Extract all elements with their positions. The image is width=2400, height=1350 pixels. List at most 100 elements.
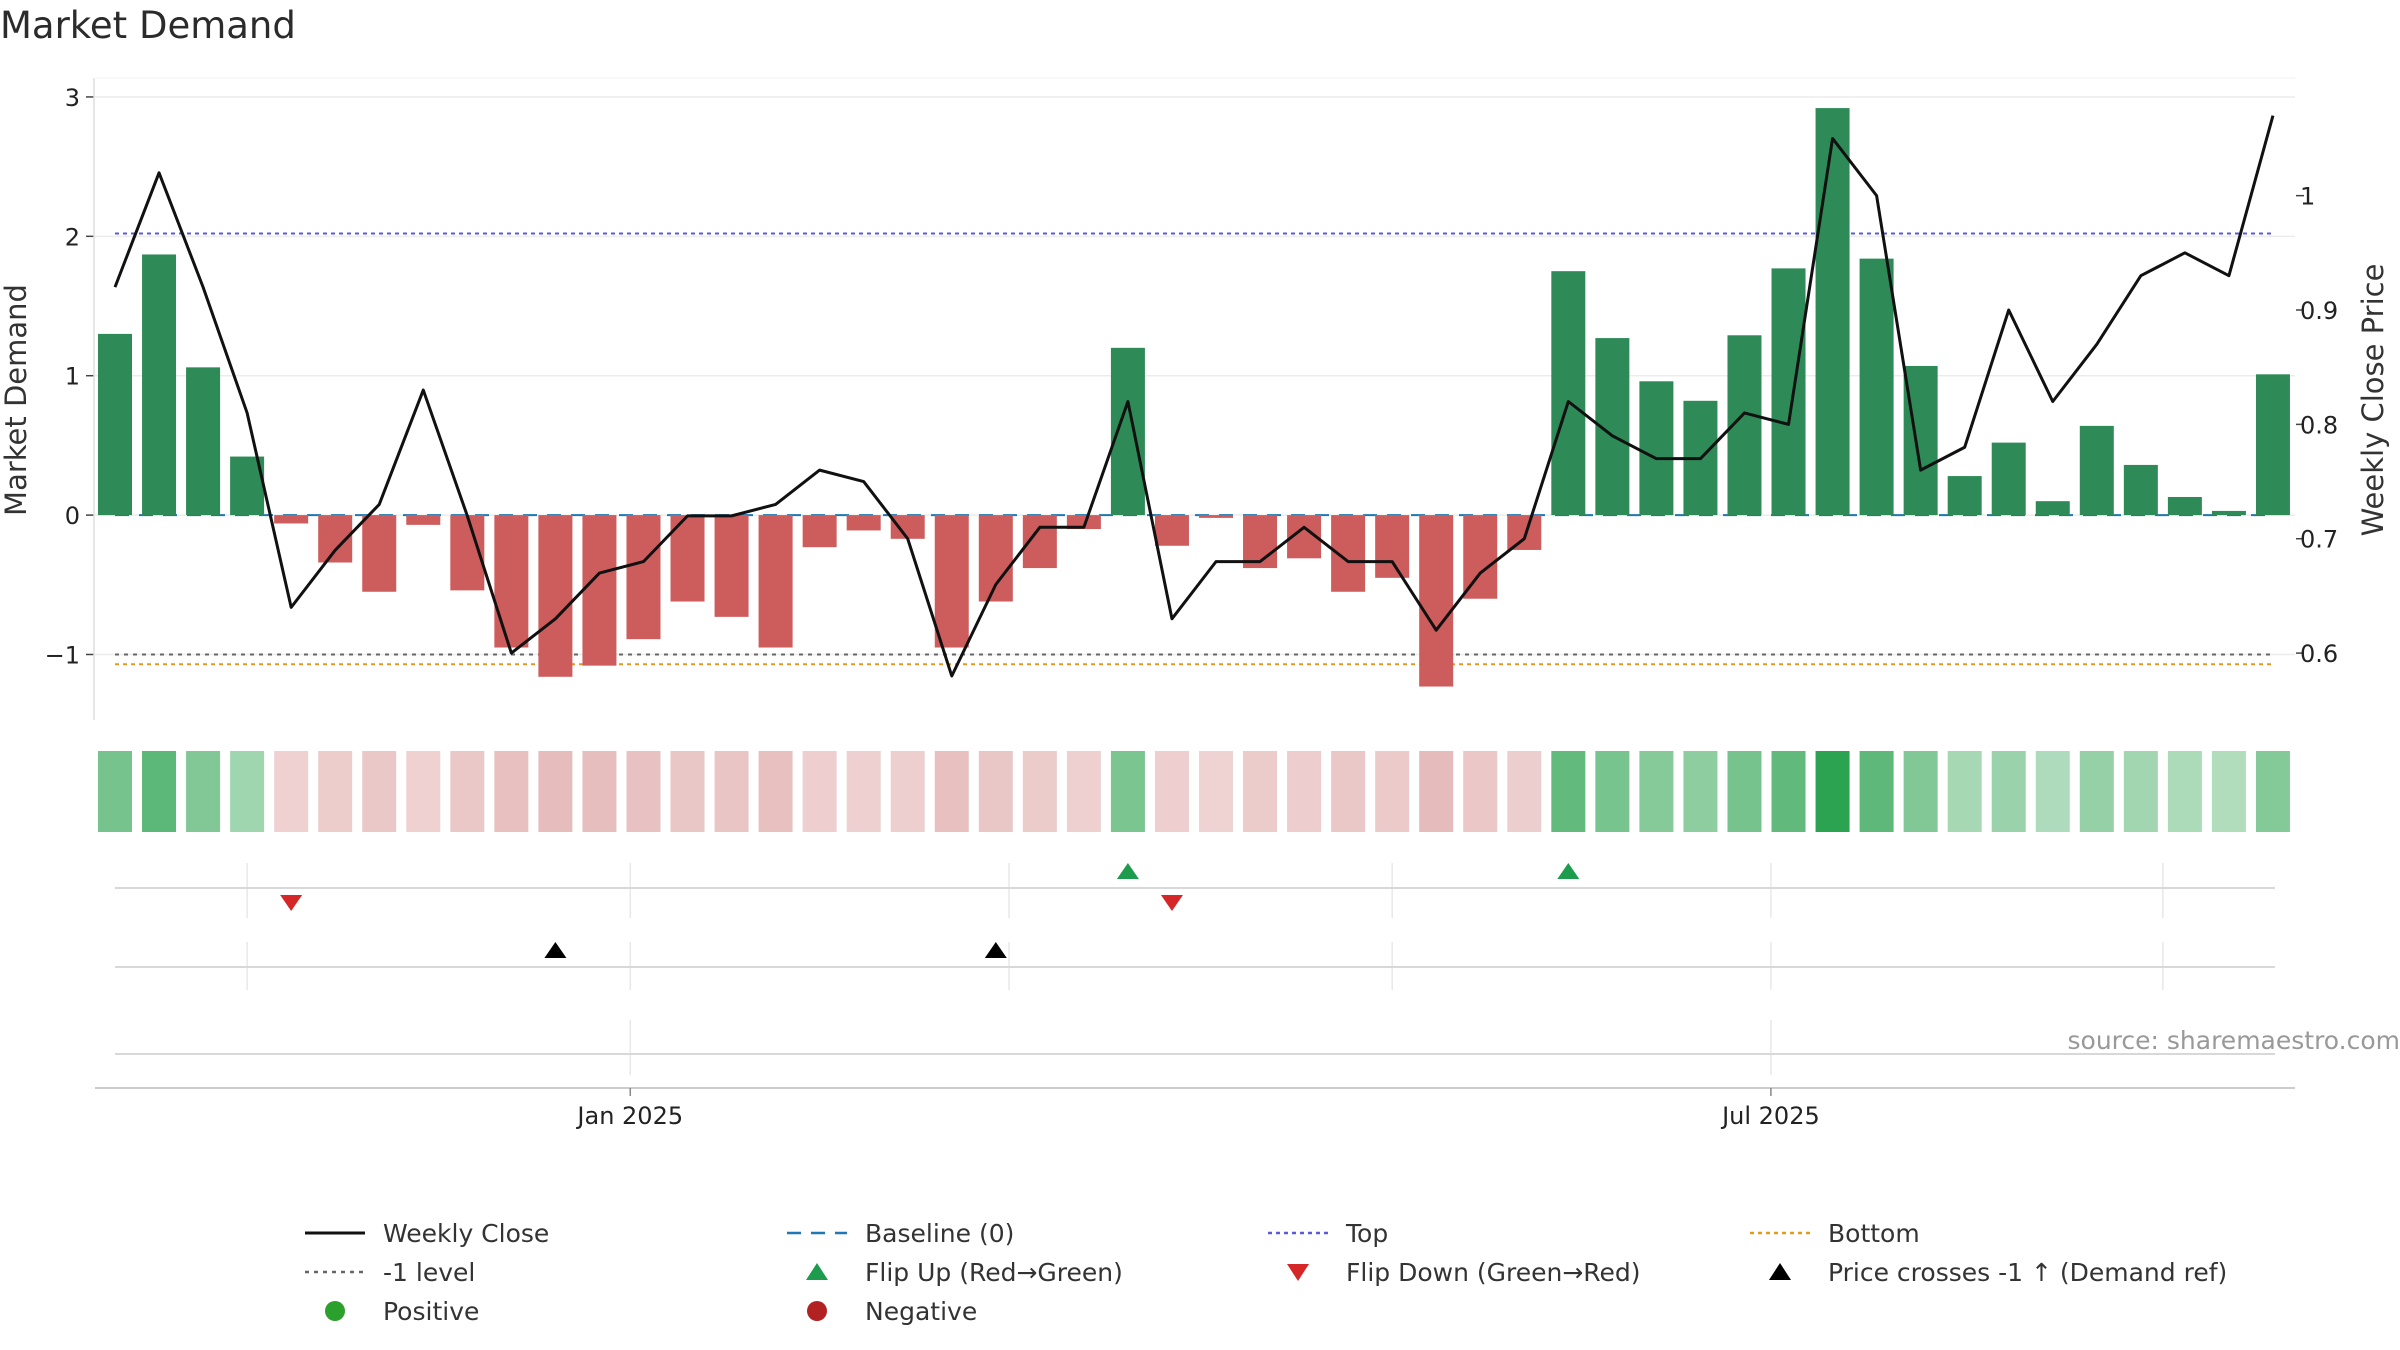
heat-cell (1199, 751, 1233, 832)
heat-cell (1243, 751, 1278, 832)
demand-bar (1419, 515, 1454, 687)
heat-cell (1771, 751, 1806, 832)
heat-cell (1110, 751, 1145, 832)
legend-label: Price crosses -1 ↑ (Demand ref) (1828, 1257, 2228, 1287)
demand-bar (2123, 464, 2158, 516)
demand-bar (1551, 271, 1586, 516)
demand-bar (142, 254, 177, 516)
heat-cell (538, 751, 573, 832)
legend-label: Top (1346, 1218, 1389, 1248)
demand-bar (1815, 108, 1850, 516)
legend-item: Flip Down (Green→Red) (1268, 1255, 1641, 1289)
demand-bar (98, 333, 132, 516)
heat-cell (1947, 751, 1982, 832)
demand-heatstrip (98, 751, 2290, 832)
legend-swatch (305, 1231, 365, 1235)
demand-bar (1463, 515, 1498, 599)
demand-bar (2211, 510, 2246, 516)
legend-label: Flip Up (Red→Green) (865, 1257, 1123, 1287)
flip-down-marker (1160, 895, 1183, 911)
heat-cell (1727, 751, 1762, 832)
right-tick-label: 0.7 (2300, 526, 2338, 554)
heat-cell (1022, 751, 1057, 832)
heat-cell (2123, 751, 2158, 832)
left-tick-label: 2 (65, 223, 80, 251)
legend-item: Flip Up (Red→Green) (787, 1255, 1123, 1289)
heat-cell (1815, 751, 1850, 832)
right-tick-label: 0.6 (2300, 640, 2338, 668)
legend-swatch (1769, 1263, 1791, 1280)
demand-bar (1199, 515, 1233, 518)
heat-cell (1419, 751, 1454, 832)
legend-label: Negative (865, 1296, 978, 1326)
heat-cell (758, 751, 793, 832)
legend-swatch (806, 1263, 828, 1280)
demand-bar (934, 515, 969, 648)
demand-bar (1375, 515, 1410, 578)
weekly-close-line (113, 115, 2275, 678)
heat-cell (142, 751, 177, 832)
heat-cell (802, 751, 837, 832)
legend-label: Bottom (1828, 1218, 1920, 1248)
demand-bar (1066, 515, 1101, 530)
reference-levels (115, 232, 2275, 666)
heat-cell (230, 751, 265, 832)
demand-bar (1243, 515, 1278, 569)
heat-cell (1639, 751, 1674, 832)
heat-cell (1903, 751, 1938, 832)
flip-down-marker (280, 895, 303, 911)
heat-cell (934, 751, 969, 832)
heat-cell (2211, 751, 2246, 832)
heat-cell (1463, 751, 1498, 832)
left-tick-label: 3 (65, 84, 80, 112)
demand-bar (274, 515, 309, 524)
gridlines (95, 96, 2295, 656)
legend-label: -1 level (383, 1257, 476, 1287)
heat-cell (1375, 751, 1410, 832)
price-cross-marker (984, 942, 1007, 958)
demand-bar (2079, 425, 2114, 516)
heat-cell (1287, 751, 1322, 832)
heat-cell (1331, 751, 1366, 832)
demand-bar (1154, 515, 1189, 546)
heat-cell (1683, 751, 1718, 832)
heat-cell (494, 751, 529, 832)
legend-label: Weekly Close (383, 1218, 550, 1248)
heat-cell (714, 751, 749, 832)
demand-bar (1507, 515, 1542, 550)
demand-bar (494, 515, 529, 648)
heat-cell (846, 751, 881, 832)
heat-cell (626, 751, 661, 832)
axes: −1 0 1 2 3 0.6 0.7 0.8 0.9 1 Market Demand Weekly C… (0, 77, 2390, 720)
close-line (113, 115, 2275, 678)
left-tick-label: −1 (45, 641, 80, 669)
left-axis-title: Market Demand (0, 284, 33, 516)
legend-label: Baseline (0) (865, 1218, 1015, 1248)
demand-bar (362, 515, 397, 592)
demand-bar (714, 515, 749, 617)
demand-bar (890, 515, 925, 539)
heat-cell (670, 751, 705, 832)
price-cross-marker (544, 942, 567, 958)
heat-cell (1154, 751, 1189, 832)
heat-cell (2035, 751, 2070, 832)
heat-cell (406, 751, 441, 832)
right-axis-title: Weekly Close Price (2356, 264, 2390, 537)
right-tick-label: 1 (2300, 183, 2315, 211)
legend-swatch (1268, 1231, 1328, 1235)
legend-swatch (787, 1231, 847, 1235)
legend-swatch (305, 1270, 365, 1274)
legend-item: Weekly Close (305, 1216, 549, 1250)
demand-bar (2167, 496, 2202, 516)
legend-swatch (807, 1301, 827, 1321)
demand-bar (626, 515, 661, 640)
x-tick-label: Jul 2025 (1720, 1102, 1820, 1130)
legend-item: Positive (305, 1294, 479, 1328)
heat-cell (978, 751, 1013, 832)
demand-bar (538, 515, 573, 677)
demand-bar (802, 515, 837, 548)
demand-bar (406, 515, 441, 525)
legend-swatch (325, 1301, 345, 1321)
demand-bar (186, 367, 221, 516)
